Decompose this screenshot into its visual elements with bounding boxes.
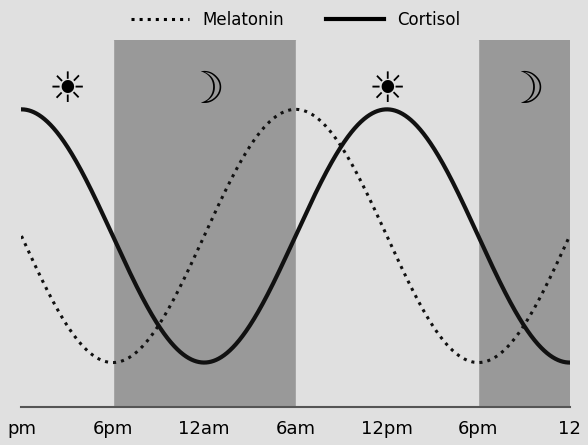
Bar: [113, 40, 296, 407]
Text: ☀: ☀: [368, 69, 406, 111]
Legend: Melatonin, Cortisol: Melatonin, Cortisol: [124, 4, 467, 35]
Bar: [478, 40, 570, 407]
Text: ☽: ☽: [504, 69, 544, 112]
Bar: [21, 40, 113, 407]
Text: ☀: ☀: [48, 69, 86, 111]
Text: ☽: ☽: [184, 69, 224, 112]
Bar: [296, 40, 478, 407]
